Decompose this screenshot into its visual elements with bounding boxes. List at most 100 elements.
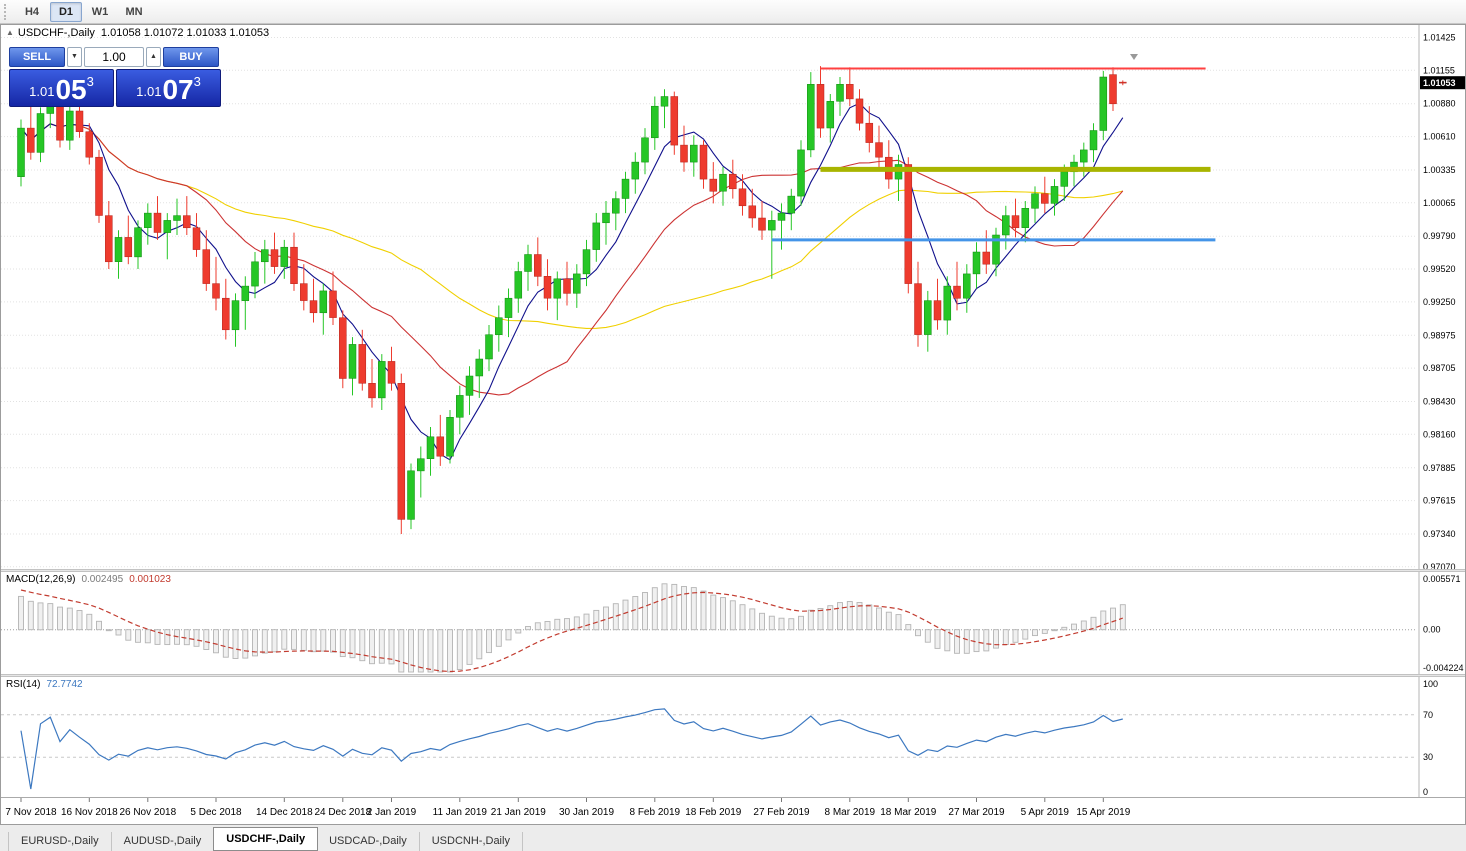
buy-price-display[interactable]: 1.01 07 3: [116, 69, 221, 107]
svg-text:5 Dec 2018: 5 Dec 2018: [190, 807, 242, 818]
date-axis-bg: [1, 798, 1465, 824]
svg-text:1.00065: 1.00065: [1423, 198, 1456, 208]
volume-input[interactable]: [84, 47, 144, 67]
moving-averages: [20, 102, 1124, 461]
chart-symbol-label: USDCHF-,Daily: [17, 27, 95, 39]
rsi-title: RSI(14) 72.7742: [6, 679, 83, 690]
rsi-axis-labels[interactable]: 100 70 30 0: [1423, 679, 1438, 797]
svg-text:7 Nov 2018: 7 Nov 2018: [5, 807, 57, 818]
svg-text:27 Mar 2019: 27 Mar 2019: [948, 807, 1005, 818]
price-axis-labels[interactable]: 1.01425 1.01155 1.00880 1.00610 1.00335 1.000…: [1423, 33, 1456, 570]
ma-fast-line: [20, 102, 1124, 461]
svg-text:0.98705: 0.98705: [1423, 363, 1456, 373]
svg-text:15 Apr 2019: 15 Apr 2019: [1076, 807, 1130, 818]
svg-text:0.97340: 0.97340: [1423, 529, 1456, 539]
rsi-name: RSI(14): [6, 679, 41, 690]
chart-ohlc-values: 1.01058 1.01072 1.01033 1.01053: [100, 27, 270, 39]
svg-text:30: 30: [1423, 752, 1433, 762]
macd-signal-value: 0.001023: [129, 574, 171, 585]
buy-button[interactable]: BUY: [163, 47, 219, 67]
svg-text:70: 70: [1423, 710, 1433, 720]
date-axis[interactable]: 7 Nov 2018 16 Nov 2018 26 Nov 2018 5 Dec 20…: [1, 797, 1465, 824]
macd-axis-labels[interactable]: 0.005571 0.00 -0.004224: [1423, 574, 1464, 673]
rsi-level-lines: [1, 714, 1417, 758]
toolbar-grip[interactable]: [4, 3, 10, 20]
pane-splitter[interactable]: [1, 569, 1465, 572]
svg-text:24 Dec 2018: 24 Dec 2018: [314, 807, 371, 818]
svg-text:1.00610: 1.00610: [1423, 132, 1456, 142]
svg-text:5 Apr 2019: 5 Apr 2019: [1021, 807, 1070, 818]
svg-text:1.00335: 1.00335: [1423, 165, 1456, 175]
price-chart-pane[interactable]: 1.01425 1.01155 1.00880 1.00610 1.00335 1.000…: [1, 25, 1465, 569]
svg-text:0.98430: 0.98430: [1423, 397, 1456, 407]
svg-text:100: 100: [1423, 679, 1438, 689]
svg-text:18 Feb 2019: 18 Feb 2019: [685, 807, 742, 818]
volume-up-button[interactable]: ▲: [146, 47, 161, 67]
tab-eurusd-daily[interactable]: EURUSD-,Daily: [8, 832, 112, 851]
rsi-line: [20, 708, 1123, 790]
macd-name: MACD(12,26,9): [6, 574, 76, 585]
rsi-pane[interactable]: 100 70 30 0 RSI(14) 72.7742: [1, 677, 1465, 797]
timeframe-toolbar: H4 D1 W1 MN: [0, 0, 1466, 24]
current-price-badge: 1.01053: [1420, 76, 1465, 90]
timeframe-button-d1[interactable]: D1: [50, 1, 82, 22]
volume-down-button[interactable]: ▼: [67, 47, 82, 67]
svg-text:0.005571: 0.005571: [1423, 574, 1461, 584]
chart-shift-marker-icon[interactable]: [1130, 54, 1138, 60]
chart-expand-icon[interactable]: ▲: [6, 28, 14, 37]
svg-text:-0.004224: -0.004224: [1423, 663, 1464, 673]
svg-text:0.97070: 0.97070: [1423, 562, 1456, 569]
svg-text:26 Nov 2018: 26 Nov 2018: [119, 807, 176, 818]
svg-text:8 Mar 2019: 8 Mar 2019: [825, 807, 876, 818]
ma-slow-line: [20, 123, 1123, 329]
svg-text:30 Jan 2019: 30 Jan 2019: [559, 807, 614, 818]
svg-text:0.99520: 0.99520: [1423, 264, 1456, 274]
tab-usdcnh-daily[interactable]: USDCNH-,Daily: [420, 832, 523, 851]
svg-text:0.97615: 0.97615: [1423, 496, 1456, 506]
svg-text:1.00880: 1.00880: [1423, 99, 1456, 109]
buy-price-big: 07: [162, 74, 194, 106]
chart-window: 1.01425 1.01155 1.00880 1.00610 1.00335 1.000…: [0, 24, 1466, 825]
svg-text:1.01425: 1.01425: [1423, 33, 1456, 43]
candles: [17, 66, 1127, 534]
svg-text:11 Jan 2019: 11 Jan 2019: [433, 807, 488, 818]
date-axis-canvas: 7 Nov 2018 16 Nov 2018 26 Nov 2018 5 Dec 20…: [1, 798, 1465, 824]
macd-canvas[interactable]: 0.005571 0.00 -0.004224: [1, 572, 1465, 674]
sell-price-sup: 3: [86, 74, 94, 89]
svg-text:0: 0: [1423, 787, 1428, 797]
svg-text:0.98160: 0.98160: [1423, 429, 1456, 439]
macd-title: MACD(12,26,9) 0.002495 0.001023: [6, 574, 171, 585]
rsi-canvas[interactable]: 100 70 30 0: [1, 677, 1465, 797]
svg-text:0.98975: 0.98975: [1423, 330, 1456, 340]
svg-text:14 Dec 2018: 14 Dec 2018: [256, 807, 313, 818]
svg-text:0.97885: 0.97885: [1423, 463, 1456, 473]
overlay-lines[interactable]: [771, 67, 1216, 242]
timeframe-button-mn[interactable]: MN: [125, 5, 143, 18]
svg-text:2 Jan 2019: 2 Jan 2019: [367, 807, 417, 818]
tab-usdcad-daily[interactable]: USDCAD-,Daily: [317, 832, 420, 851]
macd-main-value: 0.002495: [81, 574, 124, 585]
price-grid: [1, 37, 1417, 568]
sell-button[interactable]: SELL: [9, 47, 65, 67]
rsi-value: 72.7742: [46, 679, 83, 690]
sell-price-display[interactable]: 1.01 05 3: [9, 69, 114, 107]
chart-title: ▲ USDCHF-,Daily 1.01058 1.01072 1.01033 …: [6, 27, 269, 39]
timeframe-button-h4[interactable]: H4: [24, 5, 40, 18]
svg-text:1.01053: 1.01053: [1423, 78, 1456, 88]
rsi-pane-bg: [1, 677, 1465, 797]
svg-text:0.00: 0.00: [1423, 625, 1441, 635]
svg-text:0.99250: 0.99250: [1423, 297, 1456, 307]
timeframe-button-w1[interactable]: W1: [91, 5, 109, 18]
sell-price-big: 05: [55, 74, 87, 106]
tab-usdchf-daily[interactable]: USDCHF-,Daily: [213, 827, 319, 851]
tab-audusd-daily[interactable]: AUDUSD-,Daily: [112, 832, 215, 851]
svg-text:16 Nov 2018: 16 Nov 2018: [61, 807, 118, 818]
macd-pane[interactable]: 0.005571 0.00 -0.004224 MACD(12,26,9) 0.002…: [1, 572, 1465, 674]
pane-splitter[interactable]: [1, 674, 1465, 677]
svg-text:0.99790: 0.99790: [1423, 231, 1456, 241]
svg-text:27 Feb 2019: 27 Feb 2019: [753, 807, 810, 818]
price-chart-canvas[interactable]: 1.01425 1.01155 1.00880 1.00610 1.00335 1.000…: [1, 25, 1465, 569]
ma-mid-line: [20, 123, 1124, 396]
buy-price-sup: 3: [193, 74, 201, 89]
